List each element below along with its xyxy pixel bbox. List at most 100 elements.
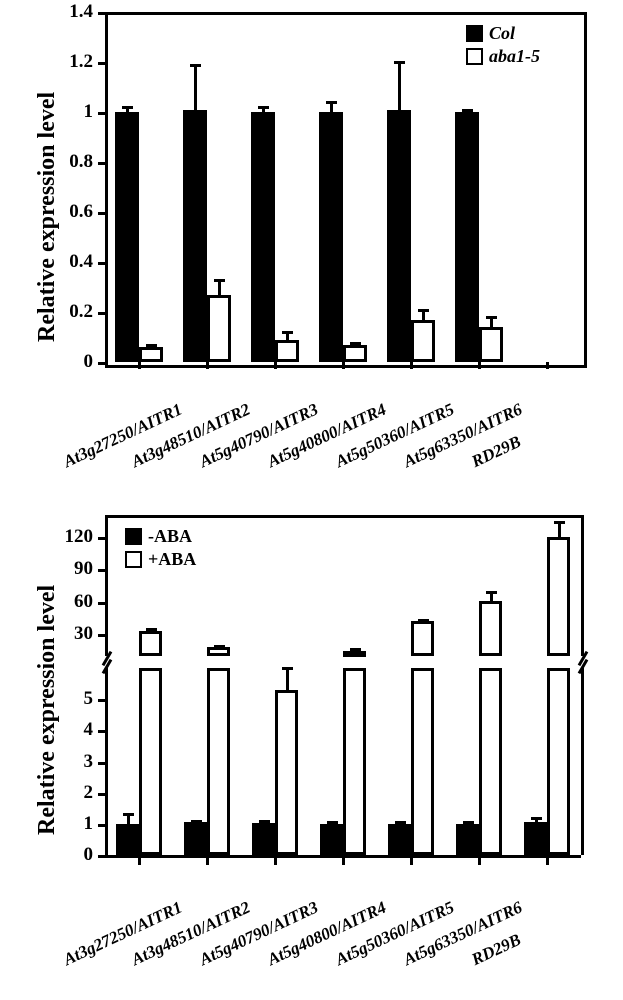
panel2-frame — [581, 515, 584, 656]
panel1-bar — [343, 345, 367, 363]
panel2-ytick-label: 5 — [53, 688, 93, 710]
panel1-ytick — [98, 62, 105, 65]
panel2-errorcap — [214, 645, 225, 648]
panel2-xtick — [546, 858, 549, 865]
panel2-errorcap — [486, 591, 497, 594]
panel1-xtick — [138, 362, 141, 369]
panel2-bar — [275, 690, 298, 855]
panel1-xtick — [206, 362, 209, 369]
panel2-bar — [524, 822, 547, 855]
panel1-errorcap — [326, 101, 337, 104]
panel2-ytick-label: 120 — [53, 526, 93, 548]
panel2-bar-lower — [411, 668, 434, 855]
figure: Relative expression level00.20.40.60.811… — [0, 0, 623, 1000]
panel1-ytick-label: 1.4 — [53, 1, 93, 23]
panel2-bar — [116, 824, 139, 855]
panel2-frame — [105, 668, 108, 855]
panel1-xtick — [478, 362, 481, 369]
panel2-errorcap — [463, 821, 474, 824]
panel2-bar-upper — [547, 537, 570, 656]
panel2-bar-lower — [343, 668, 366, 855]
panel1-errorcap — [146, 344, 157, 347]
panel2-errorcap — [282, 667, 293, 670]
panel2-ytick-label: 2 — [53, 782, 93, 804]
panel1-bar — [183, 110, 207, 363]
panel2-errorcap — [418, 619, 429, 622]
panel1-ytick-label: 0.6 — [53, 201, 93, 223]
panel1-bar — [479, 327, 503, 362]
panel1-errorcap — [190, 64, 201, 67]
panel2-bar-upper — [411, 621, 434, 656]
panel1-errorbar — [194, 65, 197, 110]
panel2-bar-upper — [343, 651, 366, 657]
panel2-bar — [184, 822, 207, 855]
panel1-ytick — [98, 212, 105, 215]
panel1-errorcap — [122, 106, 133, 109]
panel2-bar-upper — [139, 631, 162, 656]
panel1-bar — [115, 112, 139, 362]
panel2-xtick — [206, 858, 209, 865]
panel2-xtick — [274, 858, 277, 865]
panel2-ytick — [98, 824, 105, 827]
panel1-xtick — [410, 362, 413, 369]
panel1-ytick-label: 1.2 — [53, 51, 93, 73]
panel1-ytick — [98, 362, 105, 365]
panel1-legend-swatch — [466, 25, 483, 42]
panel1-bar — [411, 320, 435, 363]
panel1-errorbar — [398, 62, 401, 110]
panel1-ytick-label: 1 — [53, 101, 93, 123]
panel1-errorcap — [394, 61, 405, 64]
panel1-ytick-label: 0.4 — [53, 251, 93, 273]
panel2-errorcap — [327, 821, 338, 824]
panel2-ytick — [98, 855, 105, 858]
panel1-legend-swatch — [466, 48, 483, 65]
panel2-bar — [252, 823, 275, 855]
panel2-bar-lower — [207, 668, 230, 855]
panel2-ytick-label: 3 — [53, 751, 93, 773]
panel1-errorcap — [350, 342, 361, 345]
panel2-xtick — [342, 858, 345, 865]
panel1-ytick — [98, 162, 105, 165]
panel2-ytick — [98, 537, 105, 540]
panel2-ytick — [98, 602, 105, 605]
panel2-ytick-label: 4 — [53, 719, 93, 741]
panel2-bar-upper — [207, 647, 230, 656]
panel1-bar — [455, 112, 479, 362]
panel1-xtick — [342, 362, 345, 369]
panel1-errorcap — [282, 331, 293, 334]
panel2-bar-lower — [139, 668, 162, 855]
panel2-errorcap — [350, 648, 361, 651]
panel2-errorcap — [554, 521, 565, 524]
panel2-xtick — [138, 858, 141, 865]
panel2-bar — [456, 824, 479, 855]
panel1-errorcap — [214, 279, 225, 282]
panel1-errorcap — [462, 109, 473, 112]
panel2-ytick — [98, 793, 105, 796]
panel1-ytick — [98, 12, 105, 15]
panel2-errorcap — [395, 821, 406, 824]
panel2-errorcap — [259, 820, 270, 823]
panel2-bar-lower — [479, 668, 502, 855]
panel2-legend-swatch — [125, 551, 142, 568]
panel2-ytick — [98, 569, 105, 572]
panel2-xtick — [478, 858, 481, 865]
panel2-ytick-label: 30 — [53, 623, 93, 645]
panel2-errorbar — [286, 668, 289, 690]
panel1-bar — [251, 112, 275, 362]
panel1-ytick-label: 0.2 — [53, 301, 93, 323]
panel1-ytick — [98, 312, 105, 315]
panel1-bar — [387, 110, 411, 363]
panel1-bar — [207, 295, 231, 363]
panel2-ytick — [98, 762, 105, 765]
panel2-errorcap — [191, 820, 202, 823]
panel2-ytick-label: 90 — [53, 558, 93, 580]
panel2-ytick-label: 0 — [53, 844, 93, 866]
panel1-errorbar — [218, 280, 221, 295]
panel1-errorcap — [258, 106, 269, 109]
panel2-ytick — [98, 634, 105, 637]
panel2-xtick — [410, 858, 413, 865]
panel2-legend-label: -ABA — [148, 526, 192, 547]
panel2-legend-label: +ABA — [148, 549, 196, 570]
panel2-bar-lower — [547, 668, 570, 855]
panel2-frame — [105, 515, 581, 518]
